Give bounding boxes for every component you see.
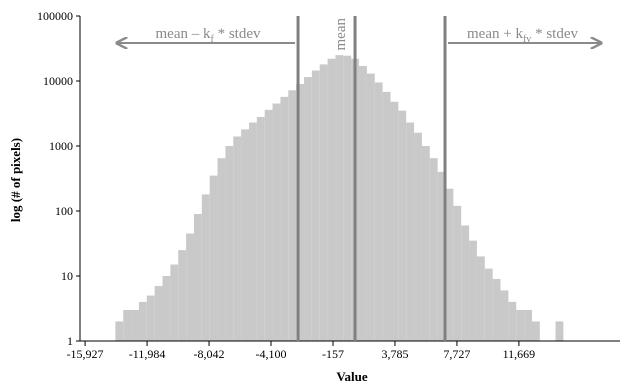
x-tick-label: 11,669	[503, 347, 536, 361]
bar	[256, 116, 265, 342]
annotation-part: * stdev	[531, 26, 578, 42]
bar	[272, 103, 281, 341]
bar	[311, 70, 320, 341]
bar	[280, 96, 289, 341]
bar	[492, 278, 501, 341]
bar	[335, 55, 344, 341]
bar	[170, 264, 179, 341]
bar	[382, 91, 391, 341]
x-tick-label: -157	[322, 347, 344, 361]
bar	[414, 132, 422, 341]
bar	[162, 276, 171, 341]
bar	[500, 290, 509, 341]
bar	[248, 122, 257, 341]
bar	[209, 175, 218, 341]
bar	[131, 309, 139, 341]
bar	[484, 268, 493, 341]
annotation-part: fv	[523, 34, 531, 45]
bar	[264, 109, 273, 342]
x-axis-title: Value	[336, 369, 368, 384]
bar	[178, 250, 187, 341]
bar	[193, 213, 202, 341]
x-tick-label: -8,042	[194, 347, 225, 361]
bar	[343, 55, 352, 342]
annotation-part: * stdev	[214, 26, 261, 42]
bar	[304, 77, 312, 342]
y-tick-label: 100000	[37, 9, 73, 23]
bar	[524, 309, 532, 341]
bar	[319, 64, 328, 341]
bar	[154, 286, 163, 341]
bar	[225, 146, 234, 341]
bar	[445, 188, 454, 341]
y-axis-title: log (# of pixels)	[8, 138, 23, 222]
bar	[516, 309, 525, 341]
bar	[123, 309, 132, 341]
bar	[531, 321, 540, 341]
bar	[508, 301, 517, 341]
bar	[429, 158, 438, 341]
bar	[406, 122, 415, 341]
bar	[461, 225, 470, 341]
bar	[366, 73, 375, 341]
x-tick-label: -4,100	[256, 347, 287, 361]
x-tick-label: -11,984	[129, 347, 166, 361]
bar	[115, 321, 124, 341]
y-tick-label: 10	[61, 269, 73, 283]
y-tick-label: 10000	[43, 74, 73, 88]
bar	[476, 256, 485, 341]
annotation-part: mean – k	[156, 26, 211, 42]
bar	[437, 171, 446, 341]
bar	[453, 205, 462, 341]
annotation: mean	[333, 18, 349, 51]
y-tick-label: 100	[55, 204, 73, 218]
annotation-part: mean + k	[467, 26, 523, 42]
bar	[241, 129, 249, 341]
bar	[288, 90, 297, 342]
bar	[421, 146, 430, 341]
bar	[186, 233, 194, 341]
x-tick-label: -15,927	[67, 347, 104, 361]
annotation: mean – kf * stdev	[156, 26, 261, 45]
bar	[138, 301, 147, 341]
bar	[390, 101, 399, 341]
x-tick-label: 3,785	[381, 347, 408, 361]
bar	[359, 66, 367, 342]
bar	[296, 83, 305, 341]
bar	[201, 194, 210, 341]
annotation: mean + kfv * stdev	[467, 26, 578, 45]
bar	[217, 158, 226, 341]
bar	[327, 58, 336, 342]
bar	[146, 295, 155, 341]
bar	[555, 321, 564, 341]
bar	[398, 110, 407, 341]
y-tick-label: 1	[67, 334, 73, 348]
y-tick-label: 1000	[49, 139, 73, 153]
bar	[469, 240, 477, 341]
annotation-part: f	[211, 34, 215, 45]
bar	[233, 136, 242, 341]
x-tick-label: 7,727	[443, 347, 470, 361]
bar	[374, 82, 383, 341]
